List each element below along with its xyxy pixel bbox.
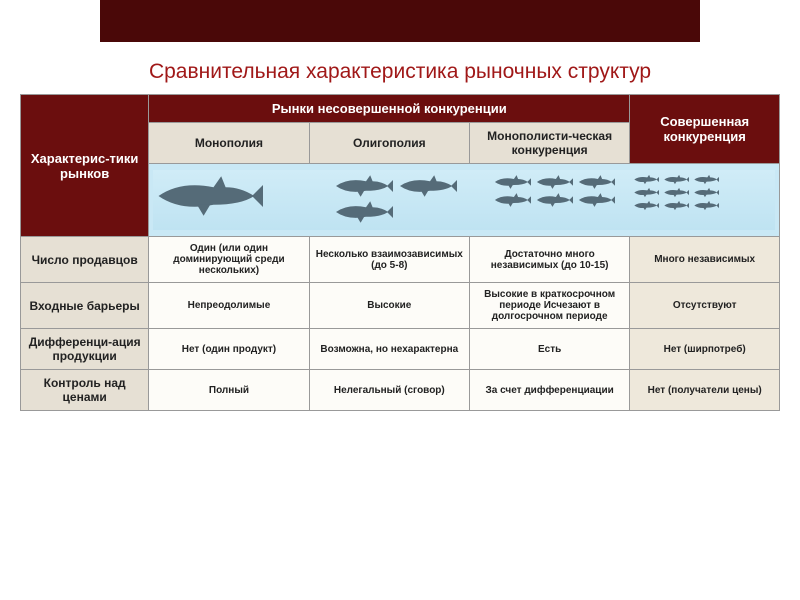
cell-control-oligopoly: Нелегальный (сговор) bbox=[309, 370, 469, 411]
cell-sellers-perfect: Много независимых bbox=[630, 237, 780, 283]
cell-control-monopoly: Полный bbox=[149, 370, 309, 411]
cell-barriers-oligopoly: Высокие bbox=[309, 283, 469, 329]
fish-strip bbox=[153, 170, 775, 230]
row-label-barriers: Входные барьеры bbox=[21, 283, 149, 329]
cell-diff-perfect: Нет (ширпотреб) bbox=[630, 329, 780, 370]
shark-icon bbox=[493, 174, 531, 190]
shark-icon bbox=[693, 174, 719, 185]
row-label-sellers: Число продавцов bbox=[21, 237, 149, 283]
cell-sellers-oligopoly: Несколько взаимозависимых (до 5-8) bbox=[309, 237, 469, 283]
table-row: Входные барьеры Непреодолимые Высокие Вы… bbox=[21, 283, 780, 329]
shark-icon bbox=[693, 200, 719, 211]
shark-icon bbox=[397, 174, 457, 198]
cell-barriers-perfect: Отсутствуют bbox=[630, 283, 780, 329]
shark-icon bbox=[633, 174, 659, 185]
row-label-control: Контроль над ценами bbox=[21, 370, 149, 411]
shark-icon bbox=[577, 192, 615, 208]
shark-icon bbox=[333, 200, 393, 224]
shark-icon bbox=[663, 174, 689, 185]
shark-icon bbox=[493, 192, 531, 208]
cell-diff-oligopoly: Возможна, но нехарактерна bbox=[309, 329, 469, 370]
shark-icon bbox=[153, 174, 263, 218]
cell-barriers-monopoly: Непреодолимые bbox=[149, 283, 309, 329]
cell-control-perfect: Нет (получатели цены) bbox=[630, 370, 780, 411]
cell-sellers-monopoly: Один (или один доминирующий среди нескол… bbox=[149, 237, 309, 283]
cell-diff-monopcomp: Есть bbox=[469, 329, 629, 370]
header-perfect: Совершенная конкуренция bbox=[630, 95, 780, 164]
shark-icon bbox=[633, 200, 659, 211]
shark-icon bbox=[535, 192, 573, 208]
page-title: Сравнительная характеристика рыночных ст… bbox=[0, 60, 800, 84]
fish-strip-cell bbox=[149, 164, 780, 237]
shark-icon bbox=[333, 174, 393, 198]
shark-icon bbox=[693, 187, 719, 198]
table-row: Контроль над ценами Полный Нелегальный (… bbox=[21, 370, 780, 411]
table-row: Число продавцов Один (или один доминирую… bbox=[21, 237, 780, 283]
cell-sellers-monopcomp: Достаточно много независимых (до 10-15) bbox=[469, 237, 629, 283]
row-label-diff: Дифференци-ация продукции bbox=[21, 329, 149, 370]
header-oligopoly: Олигополия bbox=[309, 123, 469, 164]
table-header-row-1: Характерис-тики рынков Рынки несовершенн… bbox=[21, 95, 780, 123]
cell-barriers-monopcomp: Высокие в краткосрочном периоде Исчезают… bbox=[469, 283, 629, 329]
shark-icon bbox=[633, 187, 659, 198]
header-monopcomp: Монополисти-ческая конкуренция bbox=[469, 123, 629, 164]
cell-control-monopcomp: За счет дифференциации bbox=[469, 370, 629, 411]
shark-icon bbox=[535, 174, 573, 190]
header-monopoly: Монополия bbox=[149, 123, 309, 164]
shark-icon bbox=[663, 200, 689, 211]
header-bar bbox=[100, 0, 700, 42]
cell-diff-monopoly: Нет (один продукт) bbox=[149, 329, 309, 370]
shark-icon bbox=[577, 174, 615, 190]
comparison-table: Характерис-тики рынков Рынки несовершенн… bbox=[20, 94, 780, 411]
header-imperfect: Рынки несовершенной конкуренции bbox=[149, 95, 630, 123]
header-characteristics: Характерис-тики рынков bbox=[21, 95, 149, 237]
shark-icon bbox=[663, 187, 689, 198]
table-row: Дифференци-ация продукции Нет (один прод… bbox=[21, 329, 780, 370]
